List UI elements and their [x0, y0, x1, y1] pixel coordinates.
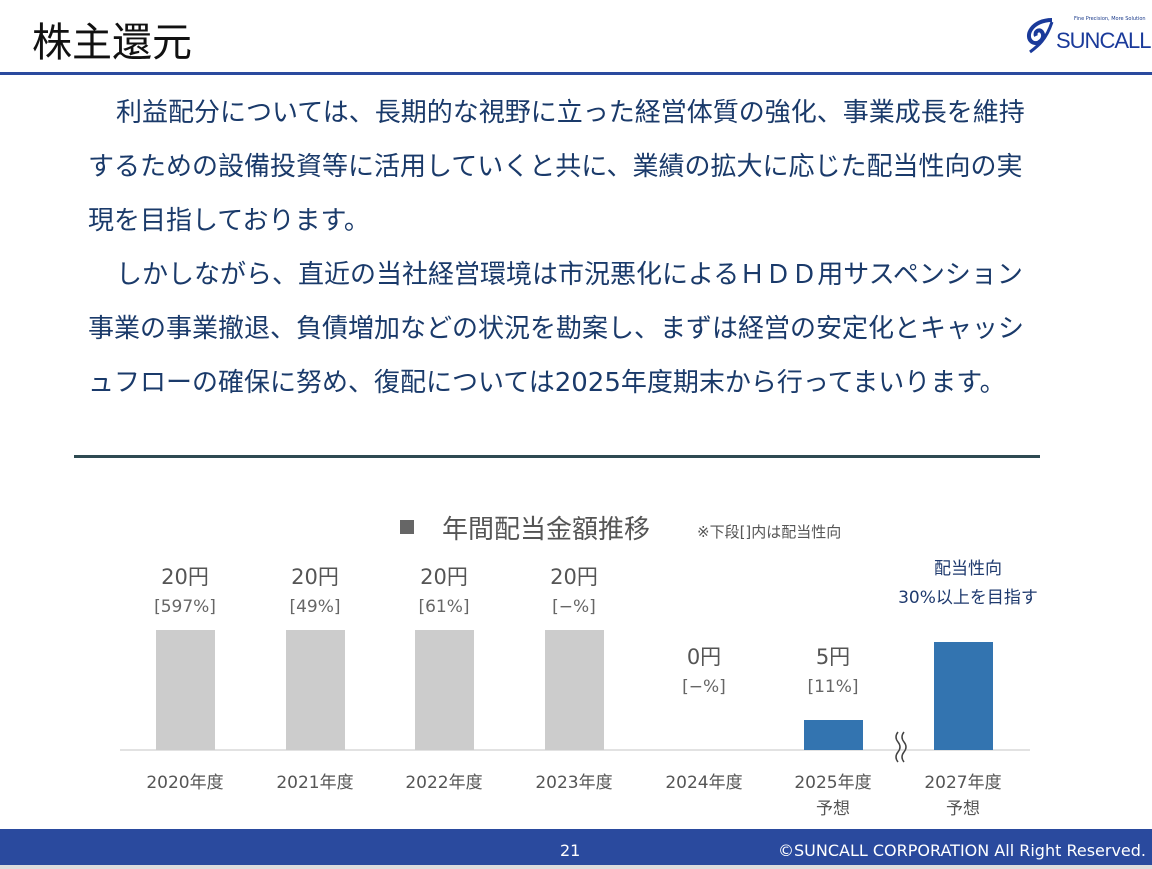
category-label: 2027年度: [924, 773, 1001, 793]
category-label: 2020年度: [146, 773, 223, 793]
ratio-label: [11%]: [807, 677, 858, 697]
page-title: 株主還元: [32, 20, 192, 66]
legend-square-icon: [400, 520, 414, 534]
header-divider: [0, 72, 1152, 75]
category-label: 2023年度: [535, 773, 612, 793]
bar: [415, 630, 474, 750]
ratio-label: [−%]: [682, 677, 726, 697]
footer-bottom-line: [0, 865, 1152, 869]
value-label: 20円: [161, 565, 209, 589]
value-label: 20円: [291, 565, 339, 589]
logo-name: SUNCALL: [1056, 28, 1151, 53]
ratio-label: [49%]: [289, 597, 340, 617]
chart-subtitle: ※下段[]内は配当性向: [697, 523, 841, 541]
bar: [934, 642, 993, 750]
bar: [545, 630, 604, 750]
body-text: 利益配分については、長期的な視野に立った経営体質の強化、事業成長を維持するための…: [88, 86, 1038, 410]
dividend-chart: 年間配当金額推移 ※下段[]内は配当性向 20円 [597%] 2020年度 20円 […: [120, 515, 1038, 819]
value-label: 20円: [550, 565, 598, 589]
chart-title: 年間配当金額推移: [442, 515, 650, 545]
category-label: 予想: [816, 799, 850, 819]
logo-tagline: Fine Precision, More Solution: [1074, 16, 1146, 22]
category-label: 2025年度: [794, 773, 871, 793]
category-label: 予想: [946, 799, 980, 819]
bar: [156, 630, 215, 750]
bar: [286, 630, 345, 750]
paragraph: しかしながら、直近の当社経営環境は市況悪化によるＨＤＤ用サスペンション事業の事業…: [88, 260, 1025, 398]
category-label: 2021年度: [276, 773, 353, 793]
paragraph: 利益配分については、長期的な視野に立った経営体質の強化、事業成長を維持するための…: [88, 98, 1025, 236]
ratio-label: [61%]: [418, 597, 469, 617]
value-label: 5円: [816, 645, 850, 669]
axis-break-icon: [895, 731, 907, 763]
ratio-label: [597%]: [154, 597, 216, 617]
ratio-label: [−%]: [552, 597, 596, 617]
copyright: ©SUNCALL CORPORATION All Right Reserved.: [778, 841, 1146, 860]
annotation-line-2: 30%以上を目指す: [898, 588, 1038, 608]
category-label: 2022年度: [405, 773, 482, 793]
section-divider: [74, 455, 1040, 458]
suncall-logo: Fine Precision, More Solution SUNCALL: [1022, 14, 1151, 54]
bar: [804, 720, 863, 750]
logo-swirl-icon: [1026, 18, 1054, 54]
annotation-line-1: 配当性向: [934, 559, 1002, 579]
category-label: 2024年度: [665, 773, 742, 793]
footer: 21 ©SUNCALL CORPORATION All Right Reserv…: [0, 829, 1152, 865]
value-label: 0円: [687, 645, 721, 669]
page-number: 21: [560, 841, 581, 860]
value-label: 20円: [420, 565, 468, 589]
